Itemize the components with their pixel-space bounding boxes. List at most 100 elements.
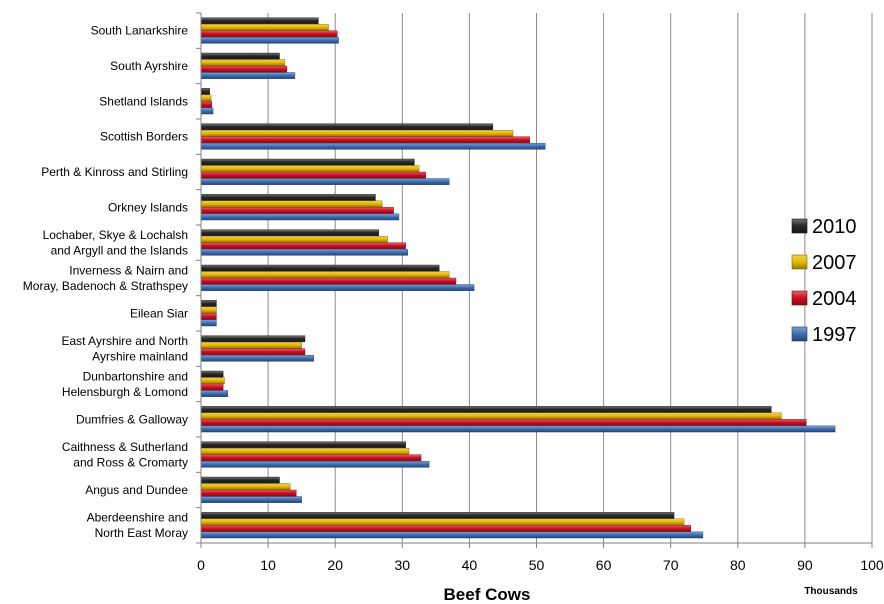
bar-2007 bbox=[200, 23, 329, 31]
legend-swatch bbox=[791, 254, 808, 270]
bar-1997 bbox=[200, 107, 214, 115]
bar-2004 bbox=[200, 348, 306, 356]
bar-2004 bbox=[200, 419, 807, 426]
legend-label: 2010 bbox=[812, 216, 857, 238]
legend-label: 2004 bbox=[812, 288, 857, 310]
bar-2004 bbox=[200, 489, 297, 497]
bar-2010 bbox=[200, 512, 675, 519]
bar-2007 bbox=[200, 165, 420, 172]
bar-2010 bbox=[200, 88, 210, 95]
category-label: Perth & Kinross and Stirling bbox=[41, 165, 188, 179]
x-axis-title: Beef Cows bbox=[444, 585, 531, 604]
category-label: Scottish Borders bbox=[100, 130, 188, 144]
legend-label: 1997 bbox=[812, 324, 857, 346]
gridlines bbox=[267, 13, 873, 543]
bar-2007 bbox=[200, 59, 286, 66]
bar-2004 bbox=[200, 313, 217, 320]
legend-item-2010: 2010 bbox=[791, 216, 857, 238]
bar-2004 bbox=[200, 101, 212, 108]
x-tick-label: 100 bbox=[860, 557, 884, 573]
bar-2010 bbox=[200, 17, 319, 25]
bars bbox=[200, 17, 836, 539]
bar-1997 bbox=[200, 460, 430, 468]
x-tick-label: 90 bbox=[797, 557, 813, 573]
legend-item-1997: 1997 bbox=[791, 324, 857, 346]
category-label: Caithness & Sutherland and Ross & Cromart… bbox=[62, 440, 188, 470]
bar-2007 bbox=[200, 377, 225, 384]
category-label: East Ayrshire and North Ayrshire mainland bbox=[61, 334, 188, 364]
bar-2007 bbox=[200, 306, 217, 314]
bar-1997 bbox=[200, 213, 400, 221]
bar-2010 bbox=[200, 264, 440, 272]
bar-2010 bbox=[200, 335, 306, 343]
x-tick-label: 70 bbox=[663, 557, 679, 573]
category-label: South Lanarkshire bbox=[91, 24, 189, 38]
bar-2004 bbox=[200, 207, 394, 214]
legend-item-2004: 2004 bbox=[791, 288, 857, 310]
category-label: Shetland Islands bbox=[99, 94, 188, 108]
bar-2007 bbox=[200, 341, 302, 349]
bar-2007 bbox=[200, 412, 782, 420]
bar-2007 bbox=[200, 129, 514, 137]
legend-swatch bbox=[791, 290, 808, 306]
bar-1997 bbox=[200, 354, 314, 362]
axes bbox=[196, 12, 873, 548]
bar-1997 bbox=[200, 142, 546, 150]
bar-2010 bbox=[200, 370, 224, 378]
bar-2010 bbox=[200, 123, 494, 131]
bar-2010 bbox=[200, 406, 772, 413]
legend-swatch bbox=[791, 326, 808, 342]
category-label: Aberdeenshire and North East Moray bbox=[87, 511, 188, 541]
bar-2010 bbox=[200, 300, 217, 307]
bar-2004 bbox=[200, 171, 426, 179]
bar-2007 bbox=[200, 94, 212, 102]
category-labels: South Lanarkshire South Ayrshire Shetland … bbox=[23, 24, 189, 540]
bar-2007 bbox=[200, 518, 685, 526]
legend-swatch bbox=[791, 218, 808, 234]
x-tick-label: 20 bbox=[327, 557, 343, 573]
bar-1997 bbox=[200, 390, 229, 397]
category-label: Dumfries & Galloway bbox=[76, 412, 188, 426]
x-tick-label: 40 bbox=[462, 557, 478, 573]
bar-2010 bbox=[200, 194, 376, 201]
bar-1997 bbox=[200, 36, 339, 44]
bar-2007 bbox=[200, 271, 450, 278]
bar-2004 bbox=[200, 277, 457, 285]
legend: 2010 2007 2004 1997 bbox=[791, 216, 857, 346]
bar-2007 bbox=[200, 447, 410, 455]
bar-1997 bbox=[200, 178, 450, 185]
x-tick-labels: 0 10 20 30 40 50 60 70 80 90 100 bbox=[197, 557, 884, 573]
bar-1997 bbox=[200, 248, 408, 256]
bar-1997 bbox=[200, 284, 475, 291]
x-tick-label: 50 bbox=[529, 557, 545, 573]
category-label: South Ayrshire bbox=[110, 59, 188, 73]
bar-2004 bbox=[200, 242, 406, 250]
bar-2010 bbox=[200, 441, 406, 449]
legend-item-2007: 2007 bbox=[791, 252, 857, 274]
x-tick-label: 80 bbox=[730, 557, 746, 573]
bar-1997 bbox=[200, 425, 836, 433]
bar-2007 bbox=[200, 483, 291, 490]
unit-label: Thousands bbox=[804, 586, 858, 597]
x-tick-label: 30 bbox=[395, 557, 411, 573]
bar-1997 bbox=[200, 72, 296, 79]
bar-1997 bbox=[200, 319, 217, 327]
category-label: Dunbartonshire and Helensburgh & Lomond bbox=[62, 369, 188, 399]
bar-2004 bbox=[200, 136, 530, 144]
category-label: Inverness & Nairn and Moray, Badenoch & S… bbox=[23, 263, 188, 293]
bar-2007 bbox=[200, 235, 388, 243]
bar-2010 bbox=[200, 229, 380, 237]
bar-1997 bbox=[200, 531, 704, 539]
bar-2004 bbox=[200, 454, 422, 462]
bar-1997 bbox=[200, 496, 302, 503]
category-label: Orkney Islands bbox=[108, 200, 188, 214]
bar-2004 bbox=[200, 383, 224, 391]
bar-2010 bbox=[200, 158, 415, 166]
x-tick-label: 10 bbox=[260, 557, 276, 573]
bar-2004 bbox=[200, 30, 338, 38]
category-label: Angus and Dundee bbox=[85, 483, 188, 497]
category-label: Eilean Siar bbox=[130, 306, 188, 320]
legend-label: 2007 bbox=[812, 252, 857, 274]
bar-2004 bbox=[200, 525, 692, 532]
